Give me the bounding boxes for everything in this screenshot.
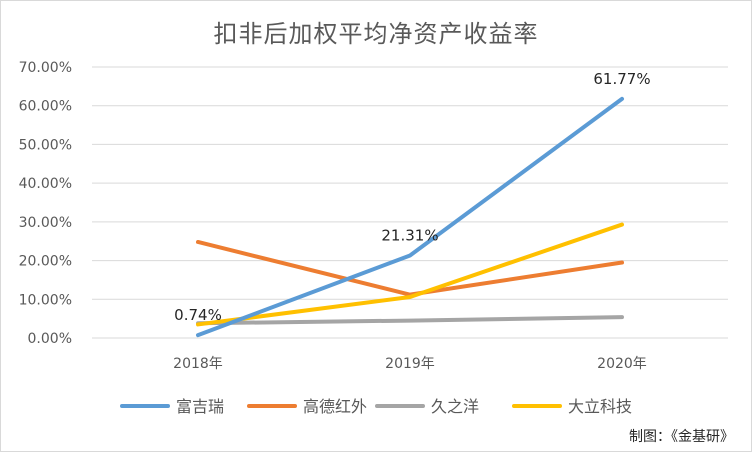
data-labels: 0.74% 21.31% 61.77% xyxy=(174,70,650,324)
series-line-2 xyxy=(196,239,624,297)
series-line-4 xyxy=(196,222,624,327)
x-tick-label: 2018年 xyxy=(173,356,223,372)
series-line-3 xyxy=(196,315,624,326)
x-tick-label: 2020年 xyxy=(597,356,647,372)
series-line-1 xyxy=(196,96,624,338)
data-label: 61.77% xyxy=(593,70,650,88)
y-tick-label: 50.00% xyxy=(19,137,72,153)
y-tick-label: 10.00% xyxy=(19,292,72,308)
x-axis-tick-labels: 2018年 2019年 2020年 xyxy=(173,356,647,372)
legend-label: 大立科技 xyxy=(568,397,632,416)
y-tick-label: 70.00% xyxy=(19,60,72,76)
legend: 富吉瑞 高德红外 久之洋 大立科技 xyxy=(120,397,632,416)
y-tick-label: 0.00% xyxy=(28,331,72,347)
chart-title: 扣非后加权平均净资产收益率 xyxy=(213,20,539,48)
y-tick-label: 20.00% xyxy=(19,254,72,270)
x-tick-label: 2019年 xyxy=(385,356,435,372)
credit-text: 制图：《金基研》 xyxy=(629,429,734,445)
legend-label: 久之洋 xyxy=(431,397,479,416)
legend-label: 高德红外 xyxy=(303,397,367,416)
y-tick-label: 40.00% xyxy=(19,176,72,192)
y-axis-tick-labels: 0.00% 10.00% 20.00% 30.00% 40.00% 50.00% 60.00… xyxy=(19,60,72,347)
y-tick-label: 30.00% xyxy=(19,215,72,231)
y-tick-label: 60.00% xyxy=(19,99,72,115)
series-lines xyxy=(196,96,624,338)
data-label: 0.74% xyxy=(174,306,222,324)
data-label: 21.31% xyxy=(381,226,438,244)
legend-label: 富吉瑞 xyxy=(176,397,224,416)
